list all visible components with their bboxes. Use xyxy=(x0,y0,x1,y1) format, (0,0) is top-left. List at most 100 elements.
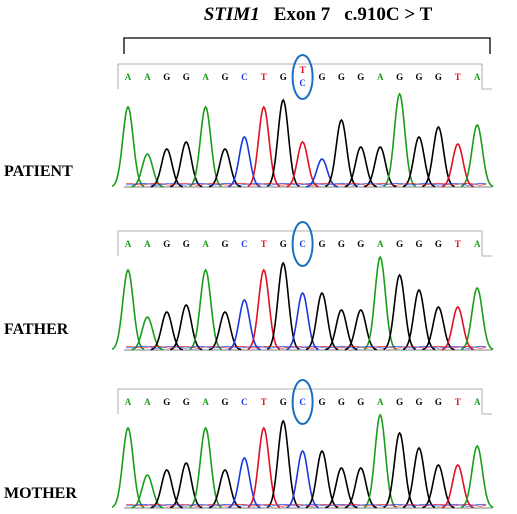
sequence-bar-frame xyxy=(117,63,492,90)
base-call-letter: A xyxy=(125,72,132,82)
trace-peak-A xyxy=(460,123,494,188)
trace-peak-G xyxy=(344,309,377,351)
base-call-letter: A xyxy=(474,239,481,249)
trace-peak-G xyxy=(169,461,203,509)
base-call-letter: G xyxy=(280,239,287,249)
base-call-letter: A xyxy=(377,72,384,82)
trace-peak-A xyxy=(111,268,145,351)
base-call-letter: T xyxy=(261,239,267,249)
trace-peak-A xyxy=(131,474,164,509)
panel-father: FATHER A A G G A G C T G C G G G A G G G T A xyxy=(4,221,494,351)
base-call-letter: G xyxy=(338,397,345,407)
trace-peak-G xyxy=(305,449,339,509)
base-call-letter: G xyxy=(163,239,170,249)
trace-peak-A xyxy=(363,255,397,350)
panel-mother: MOTHER A A G G A G C T G C G G G A G G G T A xyxy=(4,379,494,509)
base-call-letter: T xyxy=(455,239,461,249)
figure-title: STIM1 Exon 7 c.910C > T xyxy=(204,4,433,25)
trace-peak-G xyxy=(364,146,397,188)
trace-peak-G xyxy=(344,467,377,509)
base-call-letter: A xyxy=(144,72,151,82)
trace-peak-A xyxy=(111,426,145,509)
trace-noise-T xyxy=(125,503,487,507)
base-call-letter: C xyxy=(241,239,248,249)
base-call-letter: G xyxy=(396,239,403,249)
base-call-letter: G xyxy=(357,397,364,407)
base-call-letter: G xyxy=(415,239,422,249)
trace-noise-T xyxy=(125,345,487,349)
trace-peak-T xyxy=(441,305,475,351)
base-call-letter: C xyxy=(241,397,248,407)
base-call-letter: G xyxy=(318,397,325,407)
base-call-letter: A xyxy=(474,397,481,407)
trace-peak-G xyxy=(169,140,203,188)
trace-peak-C xyxy=(228,135,261,188)
base-call-letter: G xyxy=(221,397,228,407)
base-call-letter: G xyxy=(338,239,345,249)
row-label: PATIENT xyxy=(4,163,73,180)
trace-peak-G xyxy=(422,305,455,351)
trace-peak-T xyxy=(441,142,475,188)
base-call-letter: A xyxy=(377,397,384,407)
variant-highlight-circle xyxy=(291,221,314,267)
trace-peak-G xyxy=(383,431,416,509)
base-call-letter: C xyxy=(241,72,248,82)
trace-peak-A xyxy=(363,413,397,508)
trace-peak-G xyxy=(325,467,358,509)
base-call-letter: G xyxy=(338,72,345,82)
base-call-letter: G xyxy=(357,72,364,82)
trace-peak-G xyxy=(169,303,203,351)
trace-peak-A xyxy=(131,316,164,351)
trace-peak-G xyxy=(344,146,377,188)
trace-peak-T xyxy=(247,105,281,188)
trace-noise-C xyxy=(125,182,487,186)
variant-highlight-circle xyxy=(291,54,314,100)
row-label: MOTHER xyxy=(4,485,77,502)
trace-noise-T xyxy=(125,182,487,186)
trace-peak-G xyxy=(325,309,358,351)
trace-peak-G xyxy=(208,469,242,509)
trace-peak-T xyxy=(247,426,281,509)
trace-peak-G xyxy=(150,148,184,188)
sequence-bar-frame xyxy=(117,230,492,257)
trace-peak-G xyxy=(383,273,416,351)
base-call-letter: G xyxy=(183,239,190,249)
base-call-letter: G xyxy=(435,397,442,407)
variant-label: c.910C > T xyxy=(344,4,432,25)
base-call-letter: G xyxy=(221,72,228,82)
trace-peak-C xyxy=(228,298,261,351)
base-call-letter: A xyxy=(377,239,384,249)
trace-peak-G xyxy=(305,291,339,351)
title-bracket xyxy=(123,37,491,54)
base-call-letter: T xyxy=(300,65,306,75)
base-call-letter: G xyxy=(163,72,170,82)
trace-peak-G xyxy=(402,135,436,188)
sequence-bar-frame xyxy=(117,388,492,415)
trace-noise-C xyxy=(125,345,487,349)
base-call-letter: A xyxy=(202,397,209,407)
trace-peak-C xyxy=(286,449,319,509)
gene-name: STIM1 xyxy=(204,4,260,25)
base-call-letter: G xyxy=(183,72,190,82)
trace-peak-A xyxy=(111,105,145,188)
base-call-letter: C xyxy=(299,397,306,407)
trace-peak-G xyxy=(150,469,184,509)
base-call-letter: G xyxy=(280,397,287,407)
trace-peak-G xyxy=(402,288,436,351)
base-call-letter: G xyxy=(415,397,422,407)
trace-peak-G xyxy=(208,311,242,351)
base-call-letter: G xyxy=(280,72,287,82)
base-call-letter: T xyxy=(261,72,267,82)
base-call-letter: C xyxy=(299,239,306,249)
base-call-letter: G xyxy=(396,397,403,407)
base-call-letter: G xyxy=(318,239,325,249)
variant-highlight-circle xyxy=(291,379,314,425)
base-call-letter: G xyxy=(357,239,364,249)
base-call-letter: G xyxy=(183,397,190,407)
trace-peak-G xyxy=(208,148,242,188)
trace-peak-G xyxy=(402,446,436,509)
base-call-letter: G xyxy=(318,72,325,82)
base-call-letter: A xyxy=(125,397,132,407)
